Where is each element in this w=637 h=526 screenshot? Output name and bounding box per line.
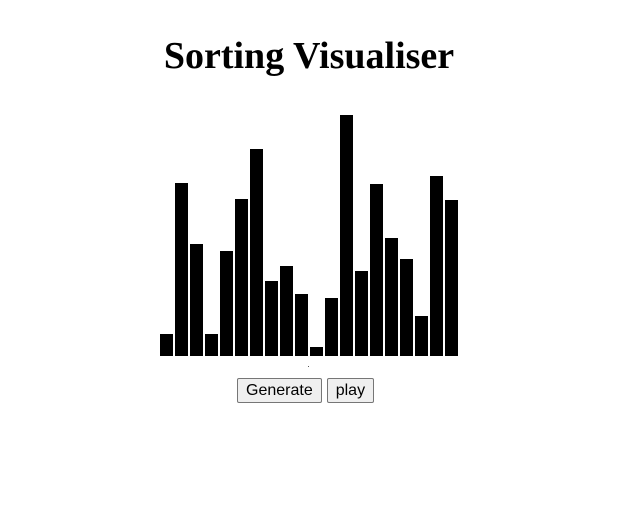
- array-bar: [370, 184, 383, 356]
- array-bar: [220, 251, 233, 356]
- array-bar: [175, 183, 188, 356]
- array-bar: [280, 266, 293, 356]
- array-bar: [400, 259, 413, 356]
- controls: Generate play: [237, 378, 375, 403]
- array-bar: [385, 238, 398, 356]
- bar-chart-area: [160, 113, 460, 356]
- array-bar: [235, 199, 248, 356]
- array-bar: [325, 298, 338, 356]
- array-bar: [445, 200, 458, 356]
- array-bar: [250, 149, 263, 356]
- array-bar: [205, 334, 218, 356]
- array-bar: [160, 334, 173, 356]
- stray-dot: [308, 366, 309, 367]
- array-bar: [265, 281, 278, 356]
- array-bar: [310, 347, 323, 356]
- page-title: Sorting Visualiser: [163, 35, 455, 77]
- array-bar: [295, 294, 308, 356]
- array-bar: [415, 316, 428, 356]
- generate-button[interactable]: Generate: [237, 378, 322, 403]
- array-bar: [340, 115, 353, 356]
- array-bar: [355, 271, 368, 356]
- array-bar: [190, 244, 203, 356]
- play-button[interactable]: play: [326, 378, 375, 403]
- array-bar: [430, 176, 443, 356]
